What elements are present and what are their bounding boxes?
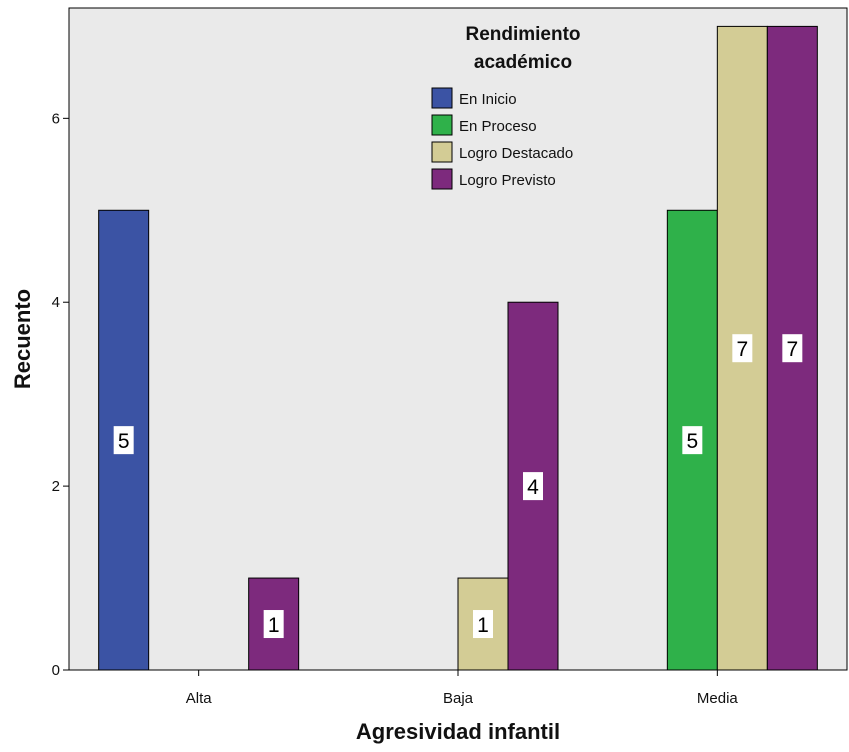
legend-swatch xyxy=(431,141,453,163)
bar-label-bg xyxy=(263,610,284,639)
y-tick-label: 2 xyxy=(52,478,60,495)
x-axis-title: Agresividad infantil xyxy=(356,719,560,744)
y-tick-label: 0 xyxy=(52,662,60,679)
x-tick-label: Alta xyxy=(186,690,213,707)
y-tick-label: 4 xyxy=(52,294,60,311)
y-tick-label: 6 xyxy=(52,110,60,127)
legend-label: Logro Destacado xyxy=(459,145,573,162)
bar-label-bg xyxy=(732,334,753,363)
bar-label-bg xyxy=(782,334,803,363)
legend-label: En Proceso xyxy=(459,118,537,135)
legend-swatch xyxy=(431,87,453,109)
bar-value-label: 5 xyxy=(686,430,698,453)
x-tick-label: Baja xyxy=(443,690,474,707)
bar-value-label: 1 xyxy=(477,614,489,637)
bar-value-label: 1 xyxy=(268,614,280,637)
legend-items: En Inicio En Proceso Logro Destacado Logro … xyxy=(431,87,573,190)
x-tick-label: Media xyxy=(697,690,739,707)
legend: Rendimiento académico En Inicio En Proces… xyxy=(431,24,581,190)
x-axis: Alta Baja Media xyxy=(186,670,739,707)
legend-label: Logro Previsto xyxy=(459,172,556,189)
bar-value-label: 7 xyxy=(736,338,748,361)
bar-label-bg xyxy=(473,610,493,639)
legend-title-line2: académico xyxy=(474,52,572,73)
bar-label-bg xyxy=(523,472,543,501)
legend-swatch xyxy=(431,114,453,136)
y-axis-title: Recuento xyxy=(10,289,35,389)
bar-value-label: 4 xyxy=(527,476,539,499)
legend-label: En Inicio xyxy=(459,91,517,108)
legend-swatch xyxy=(431,168,453,190)
bar-label-bg xyxy=(682,426,703,455)
bar-label-bg xyxy=(113,426,134,455)
y-axis: 0 2 4 6 xyxy=(52,110,69,679)
bar-labels-group: 5 1 1 4 5 7 7 xyxy=(113,334,803,639)
bar-value-label: 7 xyxy=(786,338,798,361)
bar-value-label: 5 xyxy=(118,430,130,453)
legend-title-line1: Rendimiento xyxy=(465,24,580,45)
